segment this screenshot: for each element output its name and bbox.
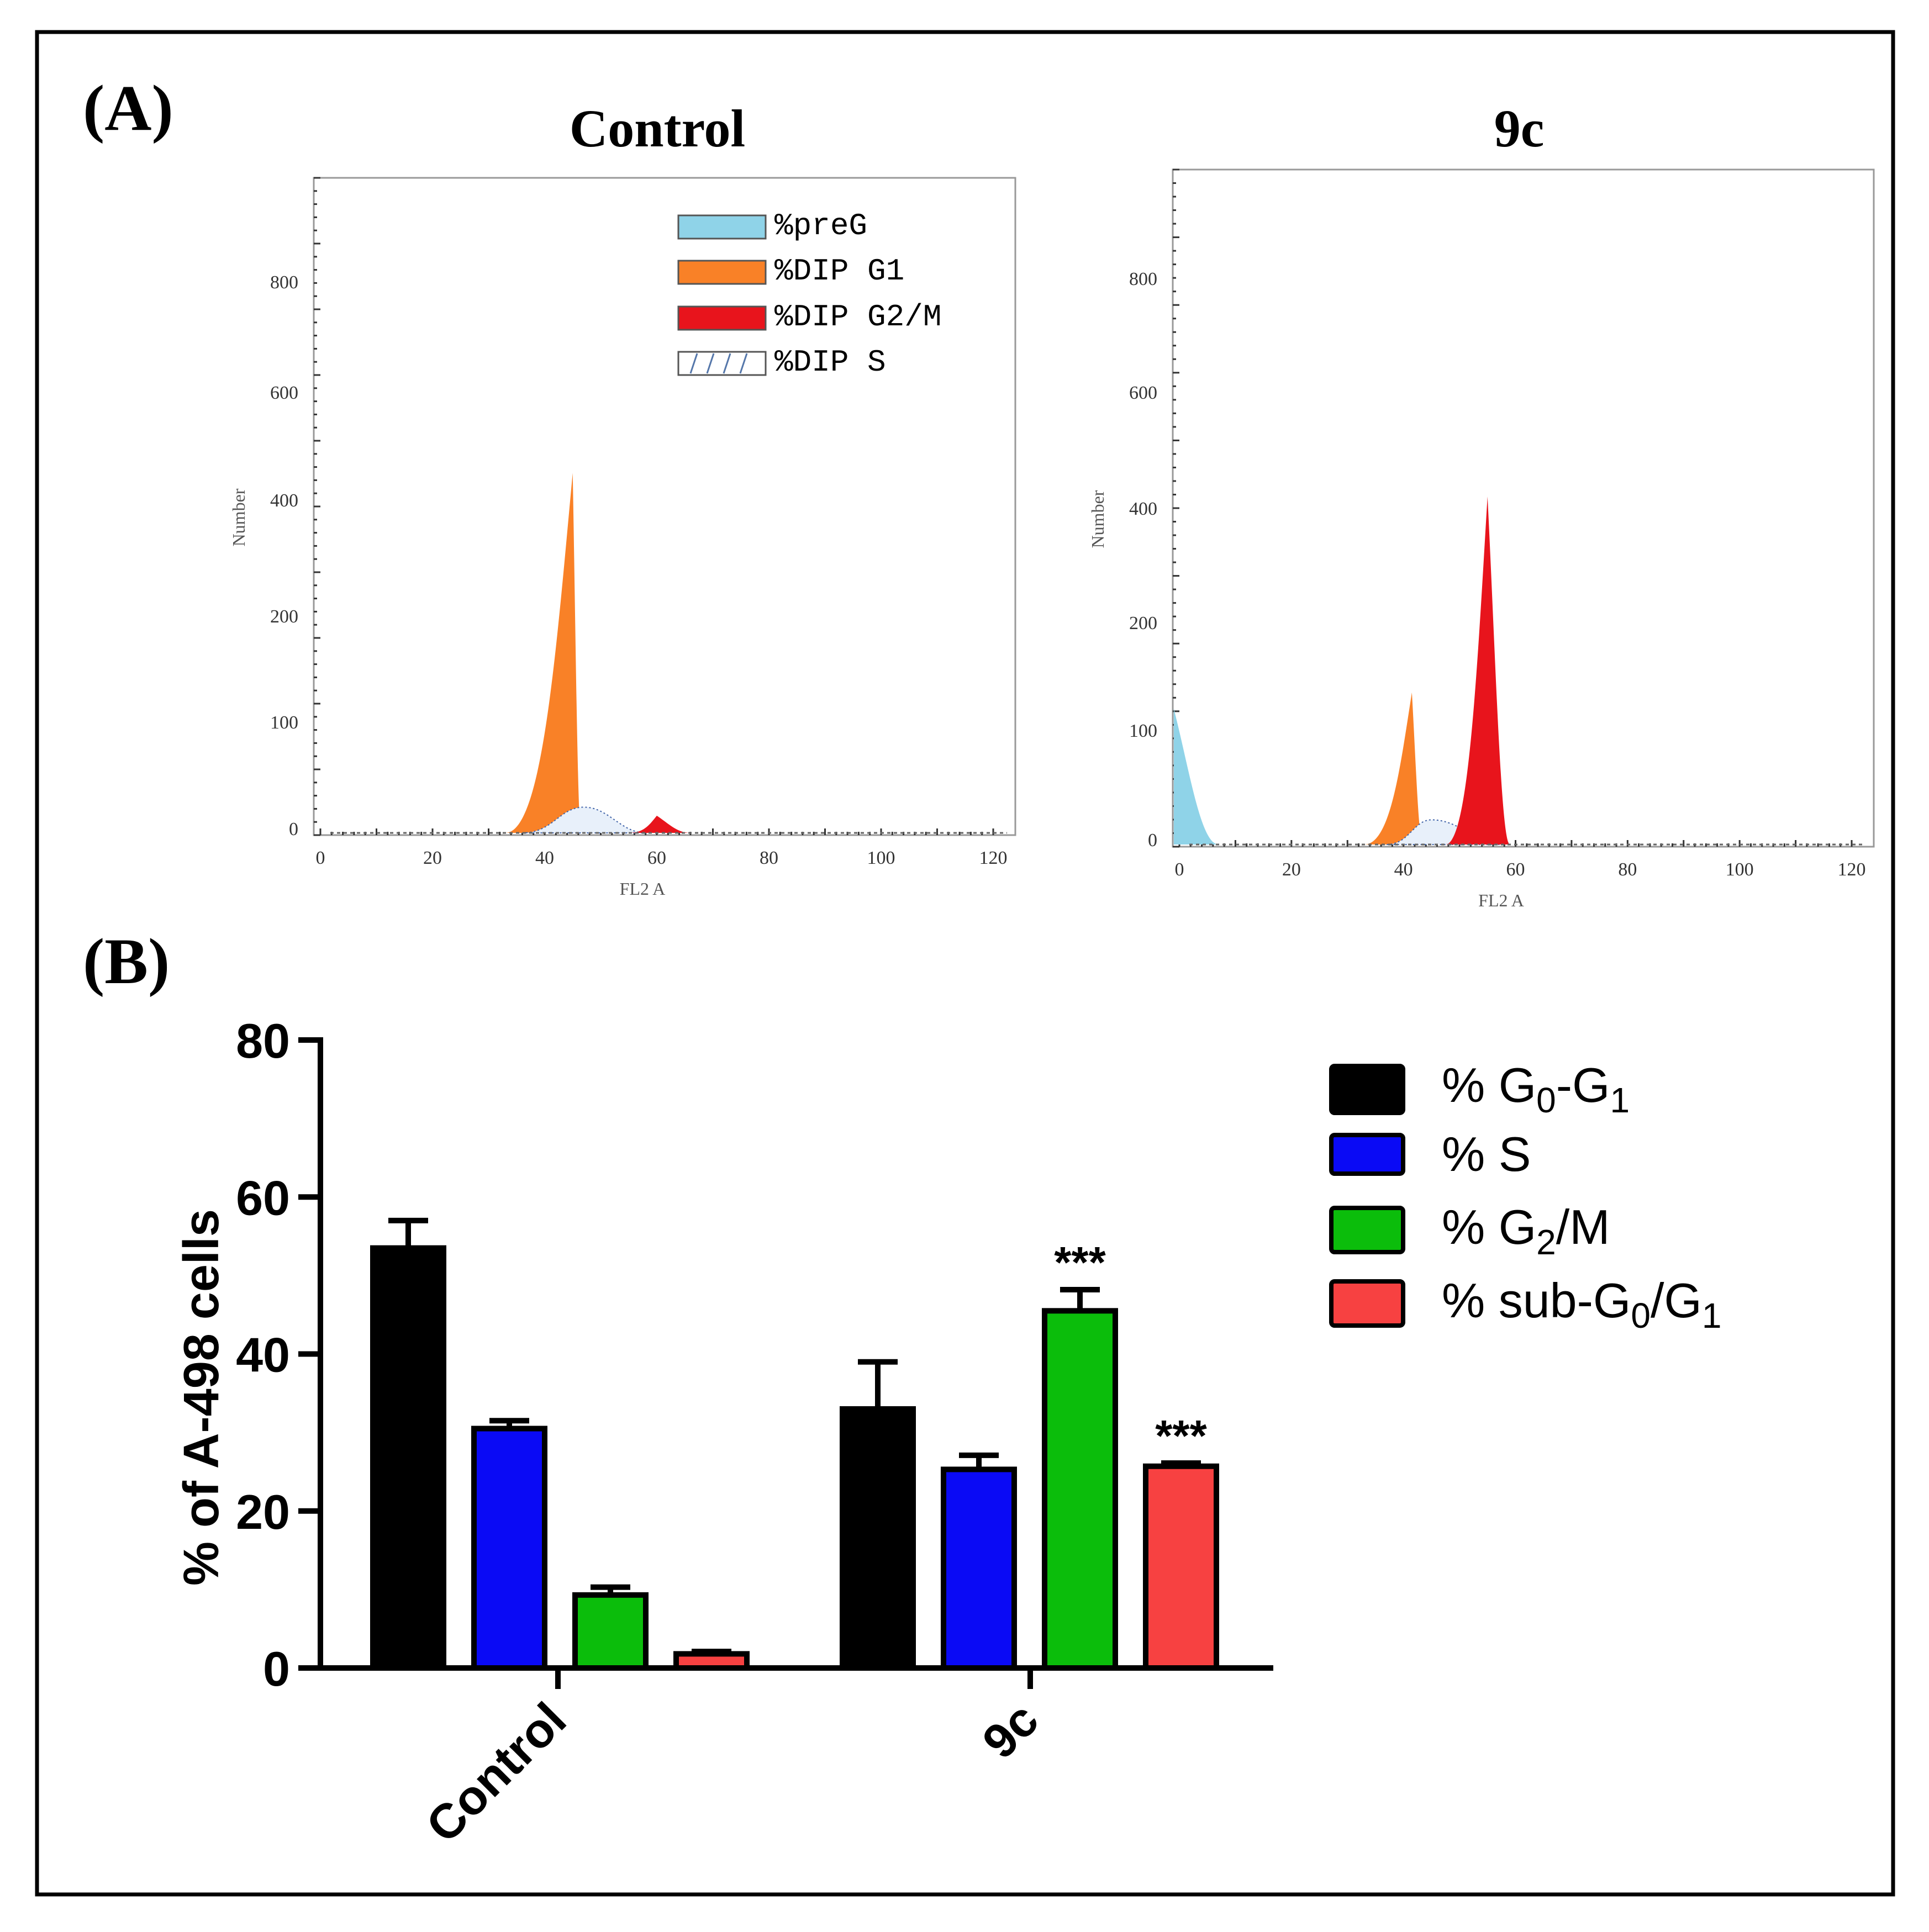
legend-swatch-dip-g2m	[677, 305, 767, 331]
figure-border	[35, 30, 1895, 1897]
y-tick-label: 40	[236, 1328, 290, 1382]
bar-legend-label-g0g1: % G0-G1	[1442, 1058, 1630, 1120]
bar	[1143, 1463, 1219, 1671]
label-part: % G	[1442, 1058, 1536, 1112]
histogram-frame	[313, 177, 1016, 836]
x-tick-label: 100	[867, 848, 895, 868]
legend-swatch-dip-g1	[677, 260, 767, 285]
x-tick-label: 20	[423, 848, 442, 868]
x-tick-label: 120	[979, 848, 1008, 868]
y-tick-label: 800	[1129, 269, 1157, 289]
histogram-title-control: Control	[570, 99, 745, 158]
y-axis-label: Number	[1088, 490, 1108, 548]
panel-label-a: (A)	[83, 72, 173, 144]
y-tick-label: 400	[1129, 499, 1157, 519]
bar-legend-label-s: % S	[1442, 1127, 1531, 1181]
bar	[1042, 1308, 1118, 1671]
y-tick-label: 0	[289, 819, 298, 840]
legend-swatch-dip-s-hatch	[689, 353, 748, 374]
significance-label: ***	[1054, 1238, 1106, 1287]
histogram-control: 0 20 40 60 80 100 120 0 100 200 400 600 800 FL2 A Numb…	[229, 177, 1016, 899]
legend-swatch-preg	[677, 214, 767, 240]
x-tick-label: 40	[1394, 859, 1413, 880]
y-tick-label: 100	[1129, 721, 1157, 741]
y-tick-label: 200	[270, 606, 298, 627]
label-part: /G	[1651, 1273, 1702, 1328]
subscript: 1	[1702, 1296, 1722, 1335]
subscript: 1	[1610, 1080, 1630, 1120]
y-tick-label: 60	[236, 1170, 290, 1225]
x-tick-label: 80	[1618, 859, 1637, 880]
bar	[471, 1426, 547, 1671]
x-tick-label: 0	[1175, 859, 1184, 880]
y-tick-label: 200	[1129, 613, 1157, 634]
x-tick-label: 40	[535, 848, 554, 868]
bar-legend-label-g2m: % G2/M	[1442, 1200, 1610, 1262]
bar	[673, 1651, 750, 1671]
histogram-title-9c: 9c	[1494, 99, 1545, 158]
histogram-9c: 0 20 40 60 80 100 120 0 100 200 400 600 800 FL2 A Numb…	[1088, 168, 1875, 910]
x-axis-label: FL2 A	[1478, 890, 1524, 910]
peak-dip-g2m	[629, 815, 691, 833]
bar	[840, 1406, 916, 1671]
bar-legend-swatch-s	[1329, 1133, 1405, 1176]
bar-legend-swatch-g0g1	[1329, 1064, 1405, 1115]
bar	[370, 1245, 446, 1671]
panel-label-b: (B)	[83, 925, 170, 997]
x-tick-label: 60	[647, 848, 666, 868]
y-tick-label: 100	[270, 712, 298, 733]
peak-dip-g2m	[1445, 497, 1510, 844]
histogram-frame	[1172, 168, 1875, 848]
peak-preg	[1173, 709, 1219, 844]
bar-legend-label-subg0g1: % sub-G0/G1	[1442, 1273, 1721, 1335]
label-part: -G	[1556, 1058, 1610, 1112]
bar-legend: % G0-G1 % S % G2/M % sub-G0/G1	[1329, 1058, 1721, 1335]
x-tick-label: 120	[1838, 859, 1866, 880]
legend-label-preg: %preG	[774, 208, 867, 244]
label-part: /M	[1556, 1200, 1610, 1254]
x-tick-label: 80	[760, 848, 778, 868]
legend-swatch-dip-s	[677, 351, 767, 376]
y-tick-label: 80	[236, 1013, 290, 1068]
y-tick-label: 20	[236, 1485, 290, 1539]
subscript: 2	[1536, 1222, 1556, 1262]
label-part: % G	[1442, 1200, 1536, 1254]
legend-label-dip-g2m: %DIP G2/M	[774, 299, 941, 335]
legend-label-dip-g1: %DIP G1	[774, 254, 904, 289]
y-tick-label: 400	[270, 490, 298, 511]
legend-label-dip-s: %DIP S	[774, 345, 886, 380]
peak-dip-g1	[505, 473, 581, 833]
bar-chart-y-label: % of A-498 cells	[174, 1209, 229, 1586]
x-axis-label: FL2 A	[620, 879, 666, 899]
y-tick-label: 600	[270, 383, 298, 403]
y-tick-label: 600	[1129, 383, 1157, 403]
histogram-legend: %preG %DIP G1 %DIP G2/M %DIP S	[677, 208, 941, 380]
x-tick-label: 20	[1282, 859, 1301, 880]
x-tick-label: 0	[316, 848, 325, 868]
peak-dip-g1	[1364, 692, 1424, 844]
x-tick-label: 100	[1726, 859, 1754, 880]
bar-legend-swatch-subg0g1	[1329, 1279, 1405, 1328]
subscript: 0	[1536, 1080, 1556, 1120]
subscript: 0	[1631, 1296, 1651, 1335]
y-axis-label: Number	[229, 488, 249, 546]
y-tick-label: 800	[270, 272, 298, 293]
label-part: % sub-G	[1442, 1273, 1631, 1328]
peak-dip-s	[522, 806, 646, 833]
y-tick-label: 0	[263, 1641, 290, 1696]
bar	[941, 1466, 1017, 1671]
significance-label: ***	[1155, 1411, 1207, 1460]
bar	[572, 1592, 649, 1671]
y-tick-label: 0	[1148, 830, 1157, 851]
bar-legend-swatch-g2m	[1329, 1206, 1405, 1254]
x-tick-label: 60	[1506, 859, 1525, 880]
